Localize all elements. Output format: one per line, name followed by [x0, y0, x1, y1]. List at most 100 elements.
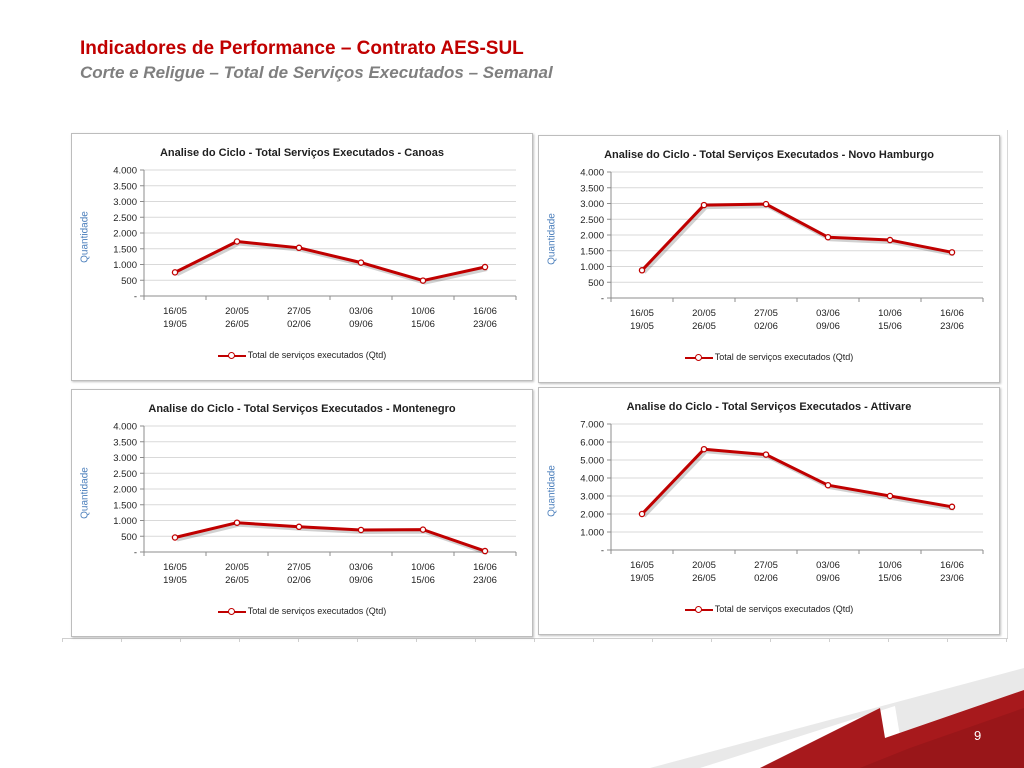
x-tick-label: 19/05 — [163, 575, 187, 586]
legend-line-marker-icon — [684, 605, 713, 614]
data-point — [295, 244, 303, 252]
x-tick-label: 16/05 — [630, 308, 654, 319]
x-tick-label: 26/05 — [225, 575, 249, 586]
x-tick-label: 26/05 — [692, 321, 716, 332]
x-tick-label: 09/06 — [349, 575, 373, 586]
legend-label: Total de serviços executados (Qtd) — [247, 606, 387, 616]
chart-plot-attivare: - 1.000 2.000 3.000 4.000 5.000 6.000 7.000 16/0… — [580, 420, 984, 584]
series-line — [174, 521, 486, 553]
y-tick-label: 1.000 — [113, 516, 137, 527]
y-tick-label: 1.500 — [580, 246, 604, 257]
y-tick-label: 7.000 — [580, 420, 604, 431]
legend-label: Total de serviços executados (Qtd) — [714, 604, 854, 614]
y-tick-label: 500 — [121, 276, 137, 287]
y-tick-label: 3.000 — [113, 197, 137, 208]
x-tick-label: 10/06 — [411, 306, 435, 317]
data-point — [638, 510, 646, 518]
y-tick-label: 5.000 — [580, 456, 604, 467]
x-tick-label: 23/06 — [940, 321, 964, 332]
y-tick-label: 2.500 — [113, 213, 137, 224]
y-tick-label: - — [601, 546, 604, 557]
y-tick-label: - — [601, 294, 604, 305]
data-point — [948, 249, 956, 256]
x-tick-label: 23/06 — [473, 575, 497, 586]
x-tick-label: 15/06 — [878, 321, 902, 332]
y-tick-label: 1.000 — [113, 260, 137, 271]
data-point — [419, 277, 427, 284]
chart-legend: Total de serviços executados (Qtd) — [539, 604, 999, 614]
x-tick-label: 02/06 — [287, 575, 311, 586]
y-tick-label: 4.000 — [113, 422, 137, 433]
data-point — [481, 547, 489, 555]
chart-plot-montenegro: - 500 1.000 1.500 2.000 2.500 3.000 3.500 4.000 1… — [113, 422, 517, 586]
y-tick-label: 2.000 — [113, 485, 137, 496]
data-point — [481, 263, 489, 271]
y-tick-label: 2.000 — [580, 231, 604, 242]
x-tick-label: 27/05 — [754, 560, 778, 571]
series-line — [640, 447, 953, 516]
y-tick-label: 4.000 — [580, 168, 604, 179]
data-point — [762, 200, 770, 208]
chart-legend: Total de serviços executados (Qtd) — [539, 352, 999, 362]
x-tick-label: 15/06 — [411, 319, 435, 330]
frame-tick-marks — [62, 638, 1008, 642]
data-point — [419, 526, 427, 533]
y-tick-label: 3.000 — [580, 492, 604, 503]
data-point — [357, 259, 365, 266]
x-tick-label: 20/05 — [225, 562, 249, 573]
data-point — [762, 451, 770, 458]
x-tick-label: 03/06 — [816, 308, 840, 319]
data-point — [824, 233, 832, 241]
legend-label: Total de serviços executados (Qtd) — [247, 350, 387, 360]
x-tick-label: 10/06 — [878, 308, 902, 319]
y-tick-label: 1.500 — [113, 500, 137, 511]
chart-panel-montenegro: - 500 1.000 1.500 2.000 2.500 3.000 3.500 4.000 1… — [71, 389, 533, 637]
y-tick-label: 1.000 — [580, 262, 604, 273]
x-tick-label: 10/06 — [411, 562, 435, 573]
slide-subtitle: Corte e Religue – Total de Serviços Exec… — [80, 63, 553, 82]
x-tick-label: 02/06 — [754, 573, 778, 584]
x-tick-label: 16/06 — [940, 308, 964, 319]
x-tick-label: 16/06 — [940, 560, 964, 571]
x-tick-label: 23/06 — [940, 573, 964, 584]
y-tick-label: 3.000 — [113, 453, 137, 464]
x-tick-label: 09/06 — [816, 573, 840, 584]
y-tick-label: 2.000 — [113, 229, 137, 240]
x-tick-label: 20/05 — [225, 306, 249, 317]
y-tick-label: 2.500 — [580, 215, 604, 226]
data-point — [638, 267, 646, 274]
x-tick-label: 16/06 — [473, 306, 497, 317]
x-tick-label: 16/05 — [630, 560, 654, 571]
data-point — [824, 481, 832, 489]
y-tick-label: - — [134, 292, 137, 303]
x-tick-label: 27/05 — [287, 562, 311, 573]
chart-title: Analise do Ciclo - Total Serviços Execut… — [626, 401, 912, 413]
x-tick-label: 19/05 — [163, 319, 187, 330]
y-tick-label: 3.000 — [580, 199, 604, 210]
legend-line-marker-icon — [217, 351, 246, 360]
x-tick-label: 26/05 — [225, 319, 249, 330]
y-tick-label: 500 — [588, 278, 604, 289]
data-point — [886, 492, 894, 500]
data-point — [171, 534, 179, 541]
chart-legend: Total de serviços executados (Qtd) — [72, 350, 532, 360]
x-tick-label: 03/06 — [349, 562, 373, 573]
x-tick-label: 26/05 — [692, 573, 716, 584]
y-tick-label: 500 — [121, 532, 137, 543]
data-point — [295, 523, 303, 531]
x-tick-label: 16/06 — [473, 562, 497, 573]
x-tick-label: 02/06 — [754, 321, 778, 332]
data-point — [171, 269, 179, 276]
data-point — [700, 201, 708, 209]
frame-border-right — [1007, 130, 1008, 639]
y-tick-label: 3.500 — [580, 183, 604, 194]
x-tick-label: 15/06 — [878, 573, 902, 584]
chart-panel-attivare: - 1.000 2.000 3.000 4.000 5.000 6.000 7.000 16/0… — [538, 387, 1000, 635]
series-line — [174, 240, 486, 283]
x-tick-label: 20/05 — [692, 308, 716, 319]
y-tick-label: - — [134, 548, 137, 559]
x-tick-label: 23/06 — [473, 319, 497, 330]
frame-border-bottom — [62, 638, 1008, 639]
x-tick-label: 27/05 — [754, 308, 778, 319]
